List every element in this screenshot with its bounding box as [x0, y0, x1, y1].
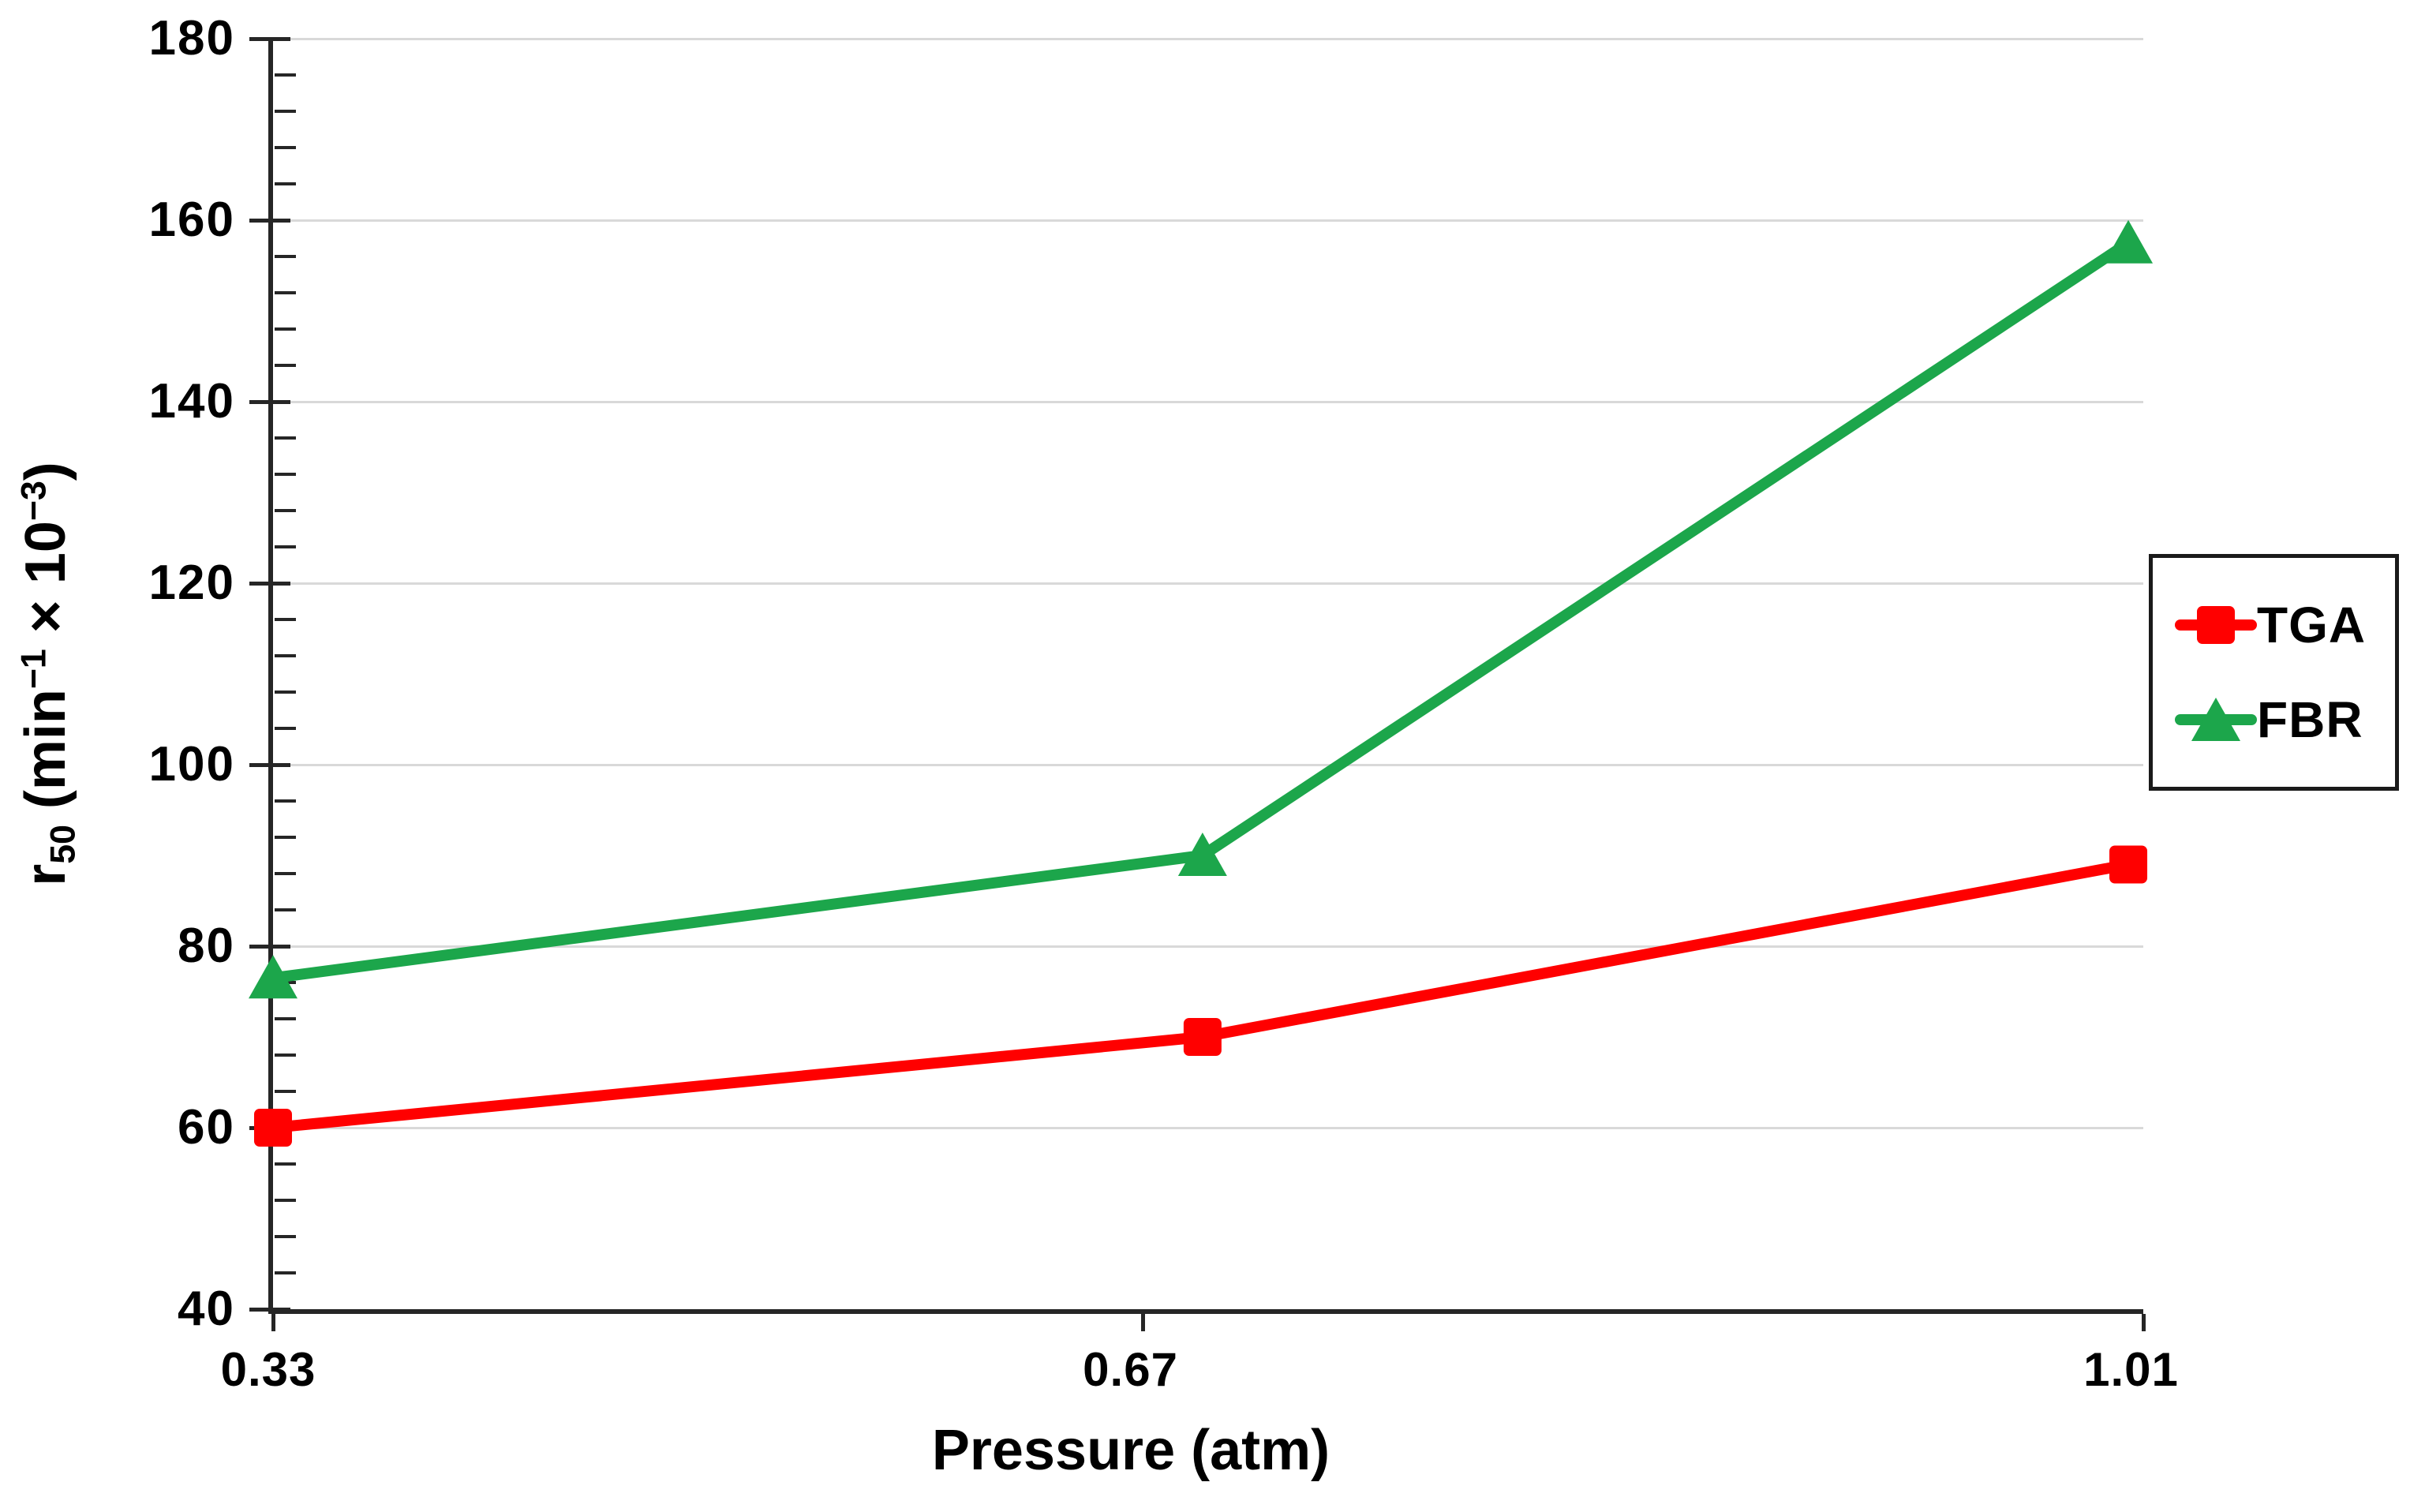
y-tick-label: 100 — [148, 737, 235, 792]
gridline — [273, 582, 2143, 585]
y-minor-tick — [275, 1271, 296, 1274]
y-tick-label: 120 — [148, 556, 235, 610]
fbr-marker — [2104, 219, 2154, 264]
y-minor-tick — [275, 545, 296, 548]
y-minor-tick — [275, 436, 296, 440]
tga-marker — [2109, 845, 2148, 884]
x-tick-label: 0.67 — [1083, 1343, 1178, 1396]
square-icon — [2197, 606, 2235, 644]
y-major-tick — [249, 945, 290, 949]
y-minor-tick — [275, 836, 296, 839]
fbr-triangle-icon — [2175, 697, 2257, 743]
y-minor-tick — [275, 908, 296, 911]
x-axis-title: Pressure (atm) — [931, 1419, 1330, 1482]
series-plot — [249, 219, 2154, 1147]
y-minor-tick — [275, 618, 296, 621]
legend-label: FBR — [2257, 691, 2363, 748]
x-tick — [271, 1314, 275, 1331]
tga-square-icon — [2175, 602, 2257, 648]
gridline — [273, 1127, 2143, 1129]
fbr-marker — [249, 955, 298, 999]
legend-label: TGA — [2257, 597, 2367, 653]
y-major-tick — [249, 763, 290, 767]
y-tick-label: 140 — [148, 374, 235, 429]
y-minor-tick — [275, 73, 296, 77]
tga-marker — [254, 1109, 292, 1147]
y-major-tick — [249, 1308, 290, 1312]
y-minor-tick — [275, 799, 296, 803]
y-major-tick — [249, 400, 290, 404]
y-minor-tick — [275, 727, 296, 730]
x-tick-label: 0.33 — [220, 1343, 316, 1396]
y-tick-label: 60 — [178, 1100, 235, 1155]
tga-line — [268, 859, 2135, 1133]
triangle-icon — [2191, 698, 2240, 741]
gridline — [273, 38, 2143, 40]
legend-item-tga: TGA — [2175, 597, 2395, 653]
legend-item-fbr: FBR — [2175, 692, 2395, 747]
y-minor-tick — [275, 473, 296, 476]
y-minor-tick — [275, 1162, 296, 1166]
y-major-tick — [249, 37, 290, 41]
y-minor-tick — [275, 1017, 296, 1020]
gridline — [273, 764, 2143, 766]
y-minor-tick — [275, 146, 296, 149]
y-minor-tick — [275, 291, 296, 294]
y-tick-label: 180 — [148, 11, 235, 65]
x-tick-label: 1.01 — [2083, 1343, 2179, 1396]
y-minor-tick — [275, 327, 296, 331]
y-minor-tick — [275, 1199, 296, 1202]
gridline — [273, 945, 2143, 948]
x-tick — [1141, 1314, 1146, 1331]
y-major-tick — [249, 582, 290, 586]
y-minor-tick — [275, 1054, 296, 1057]
fbr-marker — [1177, 833, 1227, 876]
y-tick-label: 80 — [178, 919, 235, 973]
y-minor-tick — [275, 1090, 296, 1093]
tga-marker — [1183, 1018, 1222, 1056]
y-minor-tick — [275, 110, 296, 113]
y-minor-tick — [275, 872, 296, 875]
y-minor-tick — [275, 691, 296, 694]
y-major-tick — [249, 219, 290, 223]
y-minor-tick — [275, 654, 296, 657]
gridline — [273, 401, 2143, 403]
y-minor-tick — [275, 509, 296, 512]
y-minor-tick — [275, 1235, 296, 1238]
legend: TGA FBR — [2149, 554, 2399, 791]
y-axis-title: r50 (min−1 × 10−3) — [14, 462, 83, 886]
x-tick — [2142, 1314, 2146, 1331]
y-tick-label: 40 — [178, 1282, 235, 1336]
y-tick-label: 160 — [148, 193, 235, 247]
gridline — [273, 219, 2143, 222]
y-minor-tick — [275, 182, 296, 185]
y-minor-tick — [275, 364, 296, 367]
y-minor-tick — [275, 255, 296, 258]
plot-area — [249, 37, 2154, 1331]
